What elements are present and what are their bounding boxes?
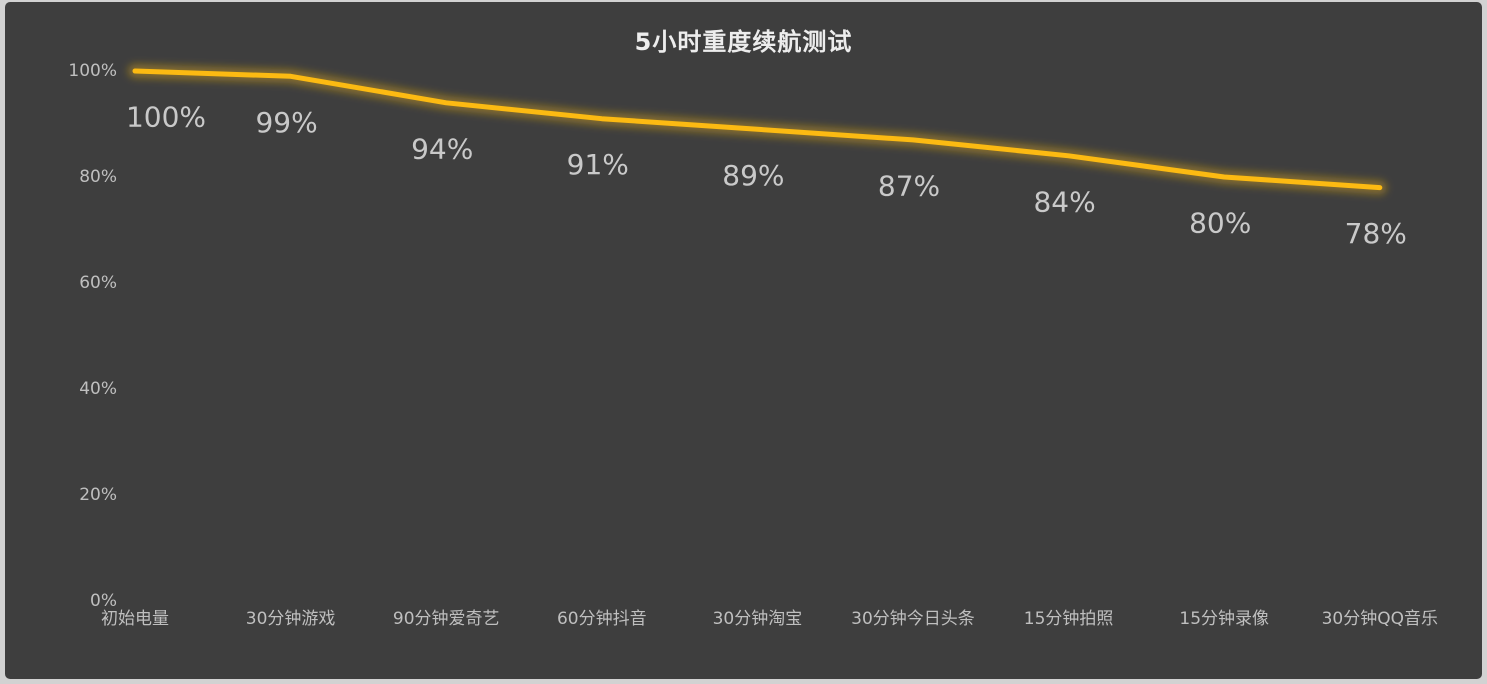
y-axis-tick-label: 0% [90,591,117,611]
data-point-label: 89% [722,159,784,192]
y-axis-tick-label: 40% [79,379,117,399]
data-point-label: 91% [567,148,629,181]
y-axis-tick-label: 60% [79,273,117,293]
x-axis-category-label: 30分钟今日头条 [851,609,975,629]
x-axis-category-label: 60分钟抖音 [557,609,647,629]
y-axis-tick-label: 20% [79,485,117,505]
y-axis-tick-label: 80% [79,167,117,187]
x-axis-category-label: 30分钟QQ音乐 [1322,609,1438,629]
data-point-label: 87% [878,169,940,202]
data-point-label: 78% [1345,217,1407,250]
data-point-label: 84% [1033,185,1095,218]
x-axis-category-label: 30分钟游戏 [246,609,336,629]
x-axis-category-label: 90分钟爱奇艺 [393,609,500,629]
battery-line-series [132,68,1383,191]
chart-title: 5小时重度续航测试 [634,28,853,56]
y-axis-tick-label: 100% [68,61,117,81]
x-axis-category-label: 初始电量 [101,609,169,629]
data-point-label: 99% [255,106,317,139]
x-axis-category-label: 15分钟拍照 [1024,609,1114,629]
data-point-label: 94% [411,132,473,165]
x-axis-category-label: 15分钟录像 [1179,609,1269,629]
chart-panel [5,2,1482,679]
data-point-label: 80% [1189,207,1251,240]
data-point-label: 100% [126,101,206,134]
x-axis-category-label: 30分钟淘宝 [713,609,803,629]
